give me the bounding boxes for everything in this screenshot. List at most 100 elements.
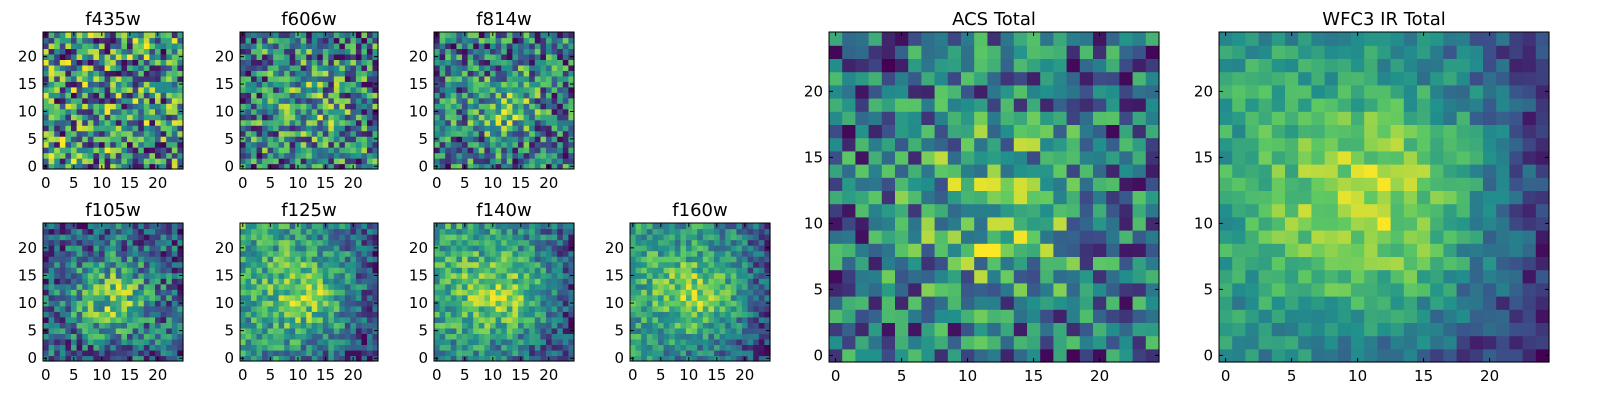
heatmap-cell [251, 103, 258, 110]
heatmap-cell [934, 309, 949, 323]
heatmap-cell [518, 261, 525, 268]
heatmap-cell [680, 228, 687, 235]
heatmap-cell [300, 250, 307, 257]
y-tick-label: 10 [409, 294, 428, 312]
heatmap-cell [333, 322, 340, 329]
heatmap-cell [501, 42, 508, 50]
heatmap-cell [456, 147, 463, 154]
heatmap-cell [127, 136, 134, 143]
heatmap-cell [278, 125, 285, 132]
heatmap-cell [59, 48, 66, 55]
heatmap-cell [725, 234, 732, 241]
heatmap-cell [355, 322, 363, 329]
heatmap-cell [251, 228, 258, 235]
heatmap-cell [322, 300, 329, 307]
heatmap-cell [635, 349, 642, 357]
heatmap-cell [534, 289, 541, 296]
heatmap-cell [467, 59, 474, 66]
heatmap-cell [71, 333, 78, 340]
heatmap-cell [284, 311, 291, 318]
heatmap-cell [372, 239, 379, 246]
heatmap-cell [663, 311, 670, 318]
heatmap-cell [512, 261, 519, 268]
heatmap-cell [501, 355, 508, 362]
heatmap-cell [641, 228, 648, 235]
heatmap-cell [1027, 296, 1041, 310]
heatmap-cell [155, 349, 162, 357]
heatmap-cell [551, 283, 558, 290]
heatmap-cell [546, 103, 553, 110]
heatmap-cell [450, 261, 457, 268]
heatmap-cell [328, 245, 335, 252]
heatmap-cell [155, 42, 162, 50]
heatmap-cell [59, 333, 66, 340]
heatmap-cell [366, 136, 374, 143]
heatmap-cell [467, 239, 474, 246]
heatmap-cell [48, 322, 55, 329]
heatmap-cell [350, 152, 357, 159]
heatmap-cell [54, 239, 61, 246]
heatmap-cell [104, 86, 111, 93]
heatmap-cell [284, 136, 291, 143]
heatmap-cell [132, 141, 139, 148]
heatmap-cell [501, 70, 508, 77]
heatmap-cell [317, 147, 324, 154]
heatmap-cell [104, 344, 111, 351]
heatmap-cell [311, 42, 318, 50]
heatmap-cell [439, 234, 446, 241]
heatmap-cell [256, 228, 263, 235]
heatmap-cell [495, 344, 502, 351]
heatmap-cell [322, 119, 329, 126]
heatmap-cell [1040, 309, 1054, 323]
heatmap-cell [110, 250, 117, 257]
heatmap-cell [155, 48, 162, 55]
heatmap-cell [328, 316, 335, 323]
heatmap-cell [445, 311, 452, 318]
heatmap-cell [104, 261, 111, 268]
heatmap-cell [439, 86, 446, 93]
heatmap-cell [462, 261, 469, 268]
heatmap-cell [99, 37, 106, 44]
heatmap-cell [54, 147, 61, 154]
heatmap-cell [518, 333, 525, 340]
heatmap-cell [132, 103, 139, 110]
heatmap-cell [177, 32, 184, 39]
heatmap-cell [284, 316, 291, 323]
heatmap-cell [322, 278, 329, 285]
heatmap-cell [1027, 322, 1041, 337]
heatmap-cell [155, 92, 162, 99]
heatmap-cell [1106, 322, 1120, 337]
heatmap-cell [245, 141, 252, 148]
heatmap-cell [1093, 230, 1107, 244]
heatmap-cell [534, 59, 541, 66]
heatmap-cell [143, 37, 150, 44]
heatmap-cell [1066, 203, 1081, 218]
heatmap-cell [87, 152, 94, 159]
heatmap-cell [361, 75, 368, 82]
heatmap-cell [663, 223, 670, 230]
heatmap-cell [350, 300, 357, 307]
heatmap-cell [842, 282, 856, 297]
heatmap-cell [961, 190, 975, 205]
heatmap-cell [317, 37, 324, 44]
heatmap-cell [557, 300, 564, 307]
heatmap-cell [339, 316, 346, 323]
heatmap-cell [495, 130, 502, 137]
heatmap-cell [855, 177, 870, 191]
heatmap-cell [339, 152, 346, 159]
heatmap-cell [1079, 216, 1094, 231]
heatmap-cell [529, 250, 536, 257]
heatmap-cell [339, 344, 346, 351]
heatmap-cell [65, 272, 72, 279]
heatmap-cell [171, 289, 178, 296]
heatmap-cell [1053, 164, 1068, 178]
heatmap-cell [171, 81, 178, 88]
heatmap-cell [557, 108, 564, 115]
heatmap-cell [490, 289, 497, 296]
heatmap-cell [557, 316, 564, 323]
heatmap-cell [635, 272, 642, 279]
heatmap-cell [506, 228, 513, 235]
heatmap-cell [987, 216, 1002, 231]
heatmap-cell [450, 163, 457, 170]
heatmap-cell [546, 272, 553, 279]
